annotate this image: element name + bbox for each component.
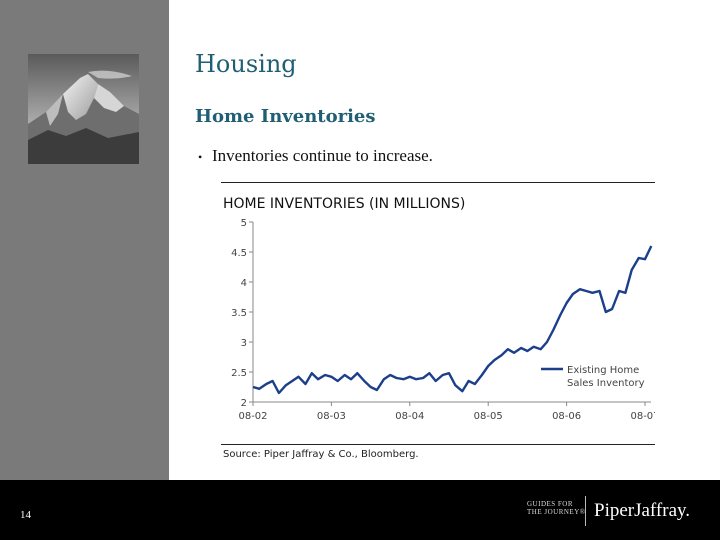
chart-legend: Existing Home Sales Inventory bbox=[541, 365, 645, 389]
y-tick-label: 2.5 bbox=[231, 368, 247, 379]
slide-subtitle: Home Inventories bbox=[195, 106, 376, 127]
legend-label-line1: Existing Home bbox=[567, 365, 639, 376]
chart-top-rule bbox=[221, 182, 655, 183]
guides-line-2: THE JOURNEY® bbox=[527, 508, 586, 516]
y-tick-label: 4 bbox=[241, 278, 247, 289]
y-tick-label: 3 bbox=[241, 338, 247, 349]
series-line-existing-home-sales-inventory bbox=[252, 245, 653, 395]
slide-title: Housing bbox=[195, 50, 297, 78]
y-tick-label: 2 bbox=[241, 398, 247, 409]
mountain-photo bbox=[28, 54, 139, 164]
bullet-icon: • bbox=[198, 149, 203, 164]
y-tick-group: 2 2.5 3 3.5 4 4.5 5 bbox=[231, 218, 253, 409]
y-tick-label: 3.5 bbox=[231, 308, 247, 319]
x-tick-label: 08-06 bbox=[552, 411, 581, 422]
x-tick-group: 08-02 08-03 08-04 08-05 08-06 08-07 bbox=[238, 402, 655, 422]
legend-label-line2: Sales Inventory bbox=[567, 378, 645, 389]
page-number: 14 bbox=[20, 509, 31, 521]
y-tick-label: 5 bbox=[241, 218, 247, 229]
x-tick-label: 08-03 bbox=[317, 411, 346, 422]
x-tick-label: 08-05 bbox=[474, 411, 503, 422]
x-tick-label: 08-04 bbox=[395, 411, 424, 422]
x-tick-label: 08-07 bbox=[630, 411, 655, 422]
x-tick-label: 08-02 bbox=[238, 411, 267, 422]
guides-tagline: GUIDES FOR THE JOURNEY® bbox=[527, 500, 586, 516]
guides-line-1: GUIDES FOR bbox=[527, 500, 574, 508]
bullet-text: Inventories continue to increase. bbox=[212, 146, 433, 165]
chart-bottom-rule bbox=[221, 444, 655, 445]
footer-bar bbox=[0, 480, 720, 540]
bullet-item: • Inventories continue to increase. bbox=[198, 146, 433, 166]
chart-title: HOME INVENTORIES (IN MILLIONS) bbox=[223, 196, 465, 212]
inventory-line-chart: HOME INVENTORIES (IN MILLIONS) 2 2.5 3 3.5 4… bbox=[223, 196, 655, 422]
y-tick-label: 4.5 bbox=[231, 248, 247, 259]
brand-logo: PiperJaffray. bbox=[594, 500, 691, 521]
source-note: Source: Piper Jaffray & Co., Bloomberg. bbox=[223, 449, 419, 460]
brand-divider bbox=[585, 496, 586, 526]
